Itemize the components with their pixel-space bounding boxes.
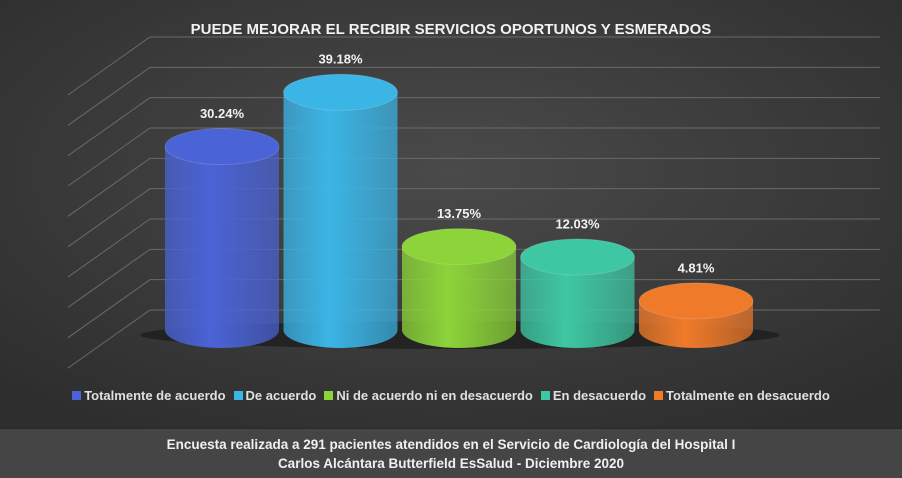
legend: Totalmente de acuerdo De acuerdo Ni de acu… xyxy=(0,388,902,403)
data-label: 4.81% xyxy=(678,260,715,275)
legend-label: Ni de acuerdo ni en desacuerdo xyxy=(336,388,533,403)
bar-top xyxy=(520,238,635,276)
caption-line: Encuesta realizada a 291 pacientes atend… xyxy=(166,437,736,452)
caption-line: Carlos Alcántara Butterfield EsSalud - D… xyxy=(277,456,625,471)
legend-label: De acuerdo xyxy=(245,388,317,403)
bar xyxy=(520,257,635,348)
grid-line xyxy=(67,248,880,308)
grid-line xyxy=(67,36,880,96)
legend-item: Totalmente en desacuerdo xyxy=(654,388,830,403)
grid-line xyxy=(67,97,880,157)
grid-line xyxy=(67,279,880,339)
grid-line xyxy=(67,218,880,278)
bar-top xyxy=(283,73,398,111)
chart-title: PUEDE MEJORAR EL RECIBIR SERVICIOS OPORT… xyxy=(191,21,712,38)
data-label: 30.24% xyxy=(200,106,245,121)
grid-line xyxy=(67,188,880,248)
legend-label: Totalmente de acuerdo xyxy=(84,388,226,403)
legend-swatch xyxy=(540,391,550,400)
caption: Encuesta realizada a 291 pacientes atend… xyxy=(0,428,902,478)
legend-swatch xyxy=(324,391,334,400)
legend-item: De acuerdo xyxy=(233,388,317,403)
bar-top xyxy=(638,282,754,320)
chart: PUEDE MEJORAR EL RECIBIR SERVICIOS OPORT… xyxy=(0,0,902,428)
legend-label: Totalmente en desacuerdo xyxy=(666,388,830,403)
background xyxy=(0,0,902,428)
bar xyxy=(165,146,279,348)
legend-item: Ni de acuerdo ni en desacuerdo xyxy=(324,388,533,403)
data-label: 12.03% xyxy=(555,216,600,231)
grid-line xyxy=(67,66,880,126)
bar-top xyxy=(401,228,517,266)
bar-top xyxy=(164,128,280,166)
legend-swatch xyxy=(72,391,82,400)
bar xyxy=(402,246,516,348)
legend-item: En desacuerdo xyxy=(540,388,647,403)
data-label: 39.18% xyxy=(318,52,363,67)
grid-line xyxy=(67,127,880,187)
legend-item: Totalmente de acuerdo xyxy=(72,388,226,403)
legend-label: En desacuerdo xyxy=(552,388,647,403)
data-label: 13.75% xyxy=(437,206,482,221)
grid-line xyxy=(67,157,880,217)
grid-line xyxy=(67,309,880,369)
legend-swatch xyxy=(654,391,664,400)
legend-swatch xyxy=(233,391,243,400)
bar xyxy=(283,92,398,348)
